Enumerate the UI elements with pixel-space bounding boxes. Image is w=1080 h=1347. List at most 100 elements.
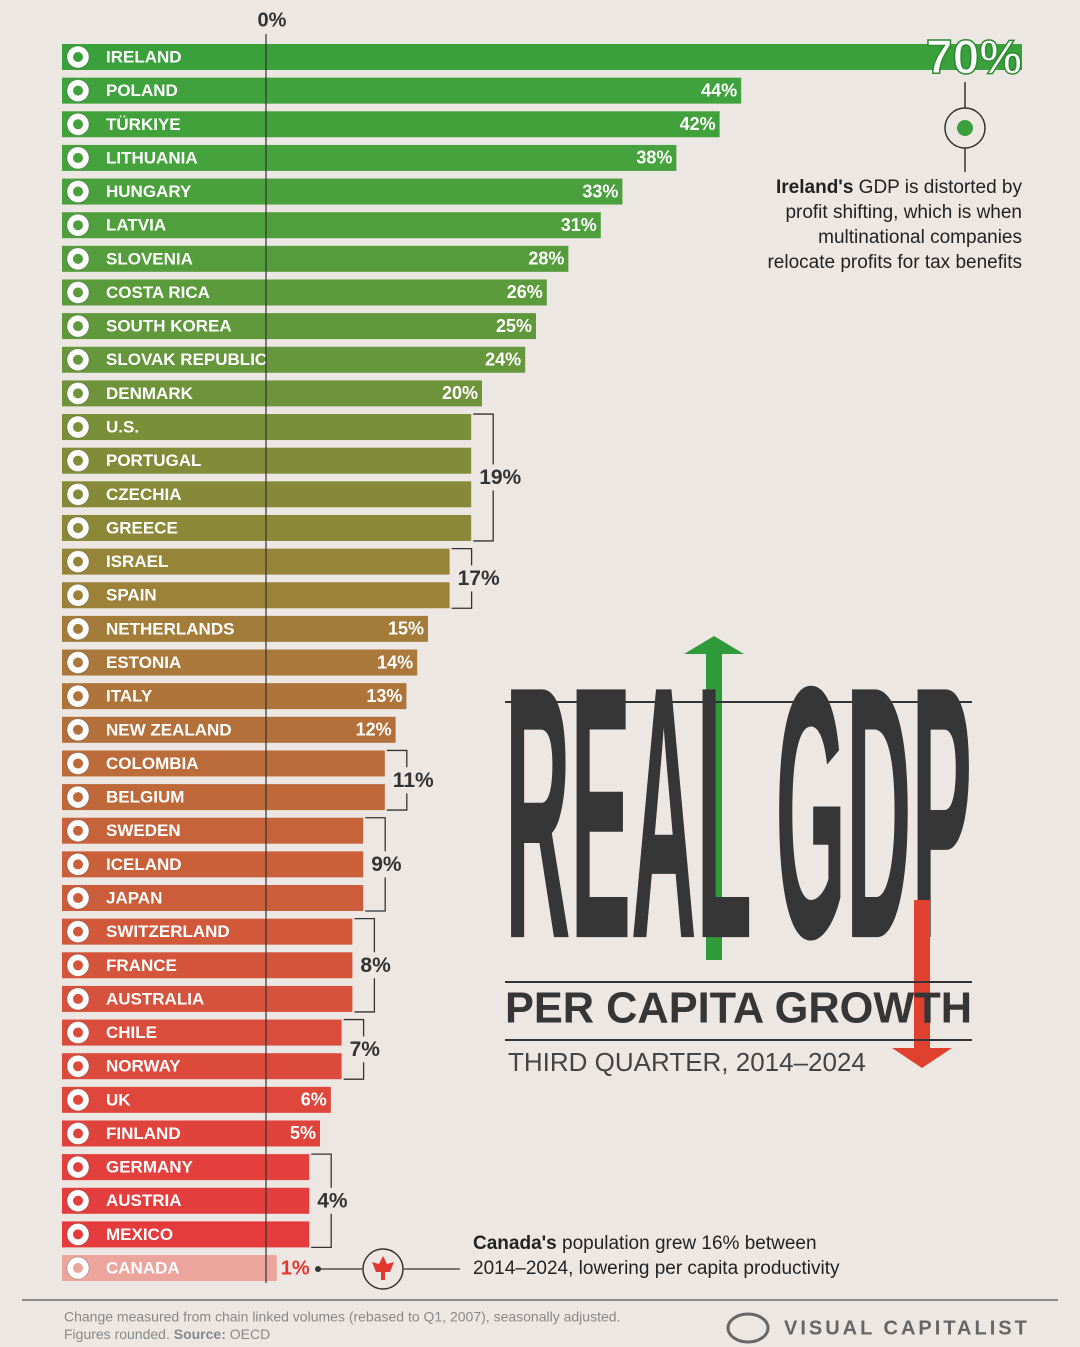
flag-center	[73, 623, 83, 634]
brand: VISUAL CAPITALIST	[784, 1317, 1030, 1339]
value-label: 24%	[485, 350, 521, 370]
brand-logo	[726, 1312, 770, 1344]
label-band	[62, 1120, 266, 1147]
flag-center	[73, 556, 83, 567]
label-band	[62, 77, 266, 104]
bar	[266, 212, 601, 239]
flag-center	[73, 993, 83, 1004]
flag-center	[73, 1229, 83, 1240]
footnote: Change measured from chain linked volume…	[64, 1309, 620, 1325]
category-label: BELGIUM	[106, 788, 184, 807]
bar	[266, 548, 450, 575]
bar	[266, 851, 364, 878]
category-label: NETHERLANDS	[106, 619, 234, 638]
bar	[266, 649, 418, 676]
bar	[266, 885, 364, 911]
label-band	[62, 178, 266, 205]
group-value-label: 4%	[317, 1189, 348, 1212]
label-band	[62, 414, 266, 441]
flag-center	[73, 287, 83, 298]
category-label: AUSTRALIA	[106, 989, 204, 1008]
flag-center	[73, 119, 83, 130]
bracket-label-bg	[349, 1036, 400, 1063]
clover	[957, 120, 973, 136]
value-label: 42%	[680, 114, 716, 134]
flag-center	[73, 691, 83, 702]
bracket-label-bg	[457, 565, 508, 592]
label-band	[62, 346, 266, 373]
category-label: ESTONIA	[106, 653, 181, 672]
source: OECD	[226, 1326, 270, 1342]
label-band	[62, 111, 266, 138]
source-label: Source:	[174, 1326, 226, 1342]
bar	[266, 178, 623, 205]
category-label: GREECE	[106, 518, 178, 537]
maple-leaf	[372, 1256, 394, 1280]
bar	[266, 1221, 310, 1248]
bar	[266, 144, 677, 171]
label-band	[62, 1154, 266, 1181]
flag-center	[73, 926, 83, 937]
category-label: TÜRKIYE	[106, 115, 181, 134]
category-label: SPAIN	[106, 586, 157, 605]
value-label: 31%	[561, 215, 597, 235]
bar	[266, 414, 472, 441]
bracket-label-bg	[371, 851, 422, 878]
label-band	[62, 313, 266, 340]
category-label: CANADA	[106, 1259, 180, 1278]
ireland-note-line: multinational companies	[818, 227, 1022, 248]
bar	[266, 447, 472, 474]
label-band	[62, 212, 266, 239]
group-value-label: 8%	[360, 954, 391, 977]
value-label: 15%	[388, 619, 424, 639]
value-label: 14%	[377, 652, 413, 672]
canada-note-line: 2014–2024, lowering per capita productiv…	[473, 1258, 840, 1279]
up-arrow	[684, 636, 744, 960]
subtitle: PER CAPITA GROWTH	[505, 984, 972, 1033]
maple-icon	[362, 1248, 404, 1290]
category-label: JAPAN	[106, 888, 162, 907]
bar	[266, 985, 353, 1012]
category-label: LATVIA	[106, 216, 166, 235]
bar	[266, 1120, 320, 1147]
bar	[266, 817, 364, 844]
flag-center	[73, 758, 83, 769]
category-label: NEW ZEALAND	[106, 720, 232, 739]
category-label: ISRAEL	[106, 552, 168, 571]
category-label: IRELAND	[106, 47, 182, 66]
category-label: POLAND	[106, 81, 178, 100]
label-band	[62, 245, 266, 272]
category-label: SLOVAK REPUBLIC	[106, 350, 267, 369]
category-label: NORWAY	[106, 1057, 181, 1076]
value-label: 1%	[281, 1257, 310, 1279]
ireland-note-line: relocate profits for tax benefits	[767, 252, 1022, 273]
bar	[266, 380, 482, 407]
label-band	[62, 514, 266, 541]
category-label: ICELAND	[106, 855, 182, 874]
category-label: UK	[106, 1090, 131, 1109]
flag-center	[73, 321, 83, 332]
category-label: FRANCE	[106, 956, 177, 975]
bar	[266, 313, 536, 340]
category-label: HUNGARY	[106, 182, 192, 201]
ireland-note: Ireland's GDP is distorted by	[776, 177, 1022, 198]
bracket-label-bg	[360, 952, 411, 979]
flag-center	[73, 388, 83, 399]
ireland-note-bold: Ireland's	[776, 177, 853, 198]
bar	[266, 111, 720, 138]
bar	[266, 784, 385, 811]
bracket-label-bg	[317, 1187, 368, 1214]
label-band	[62, 380, 266, 407]
flag-center	[73, 1162, 83, 1173]
canada-note: Canada's population grew 16% between	[473, 1233, 817, 1254]
label-band	[62, 1053, 266, 1080]
label-band	[62, 481, 266, 508]
bar	[266, 1154, 310, 1181]
value-label: 12%	[356, 720, 392, 740]
label-band	[62, 918, 266, 945]
flag-center	[73, 354, 83, 365]
label-band	[62, 1019, 266, 1046]
value-label: 26%	[507, 282, 543, 302]
category-label: COSTA RICA	[106, 283, 210, 302]
flag-center	[73, 186, 83, 197]
